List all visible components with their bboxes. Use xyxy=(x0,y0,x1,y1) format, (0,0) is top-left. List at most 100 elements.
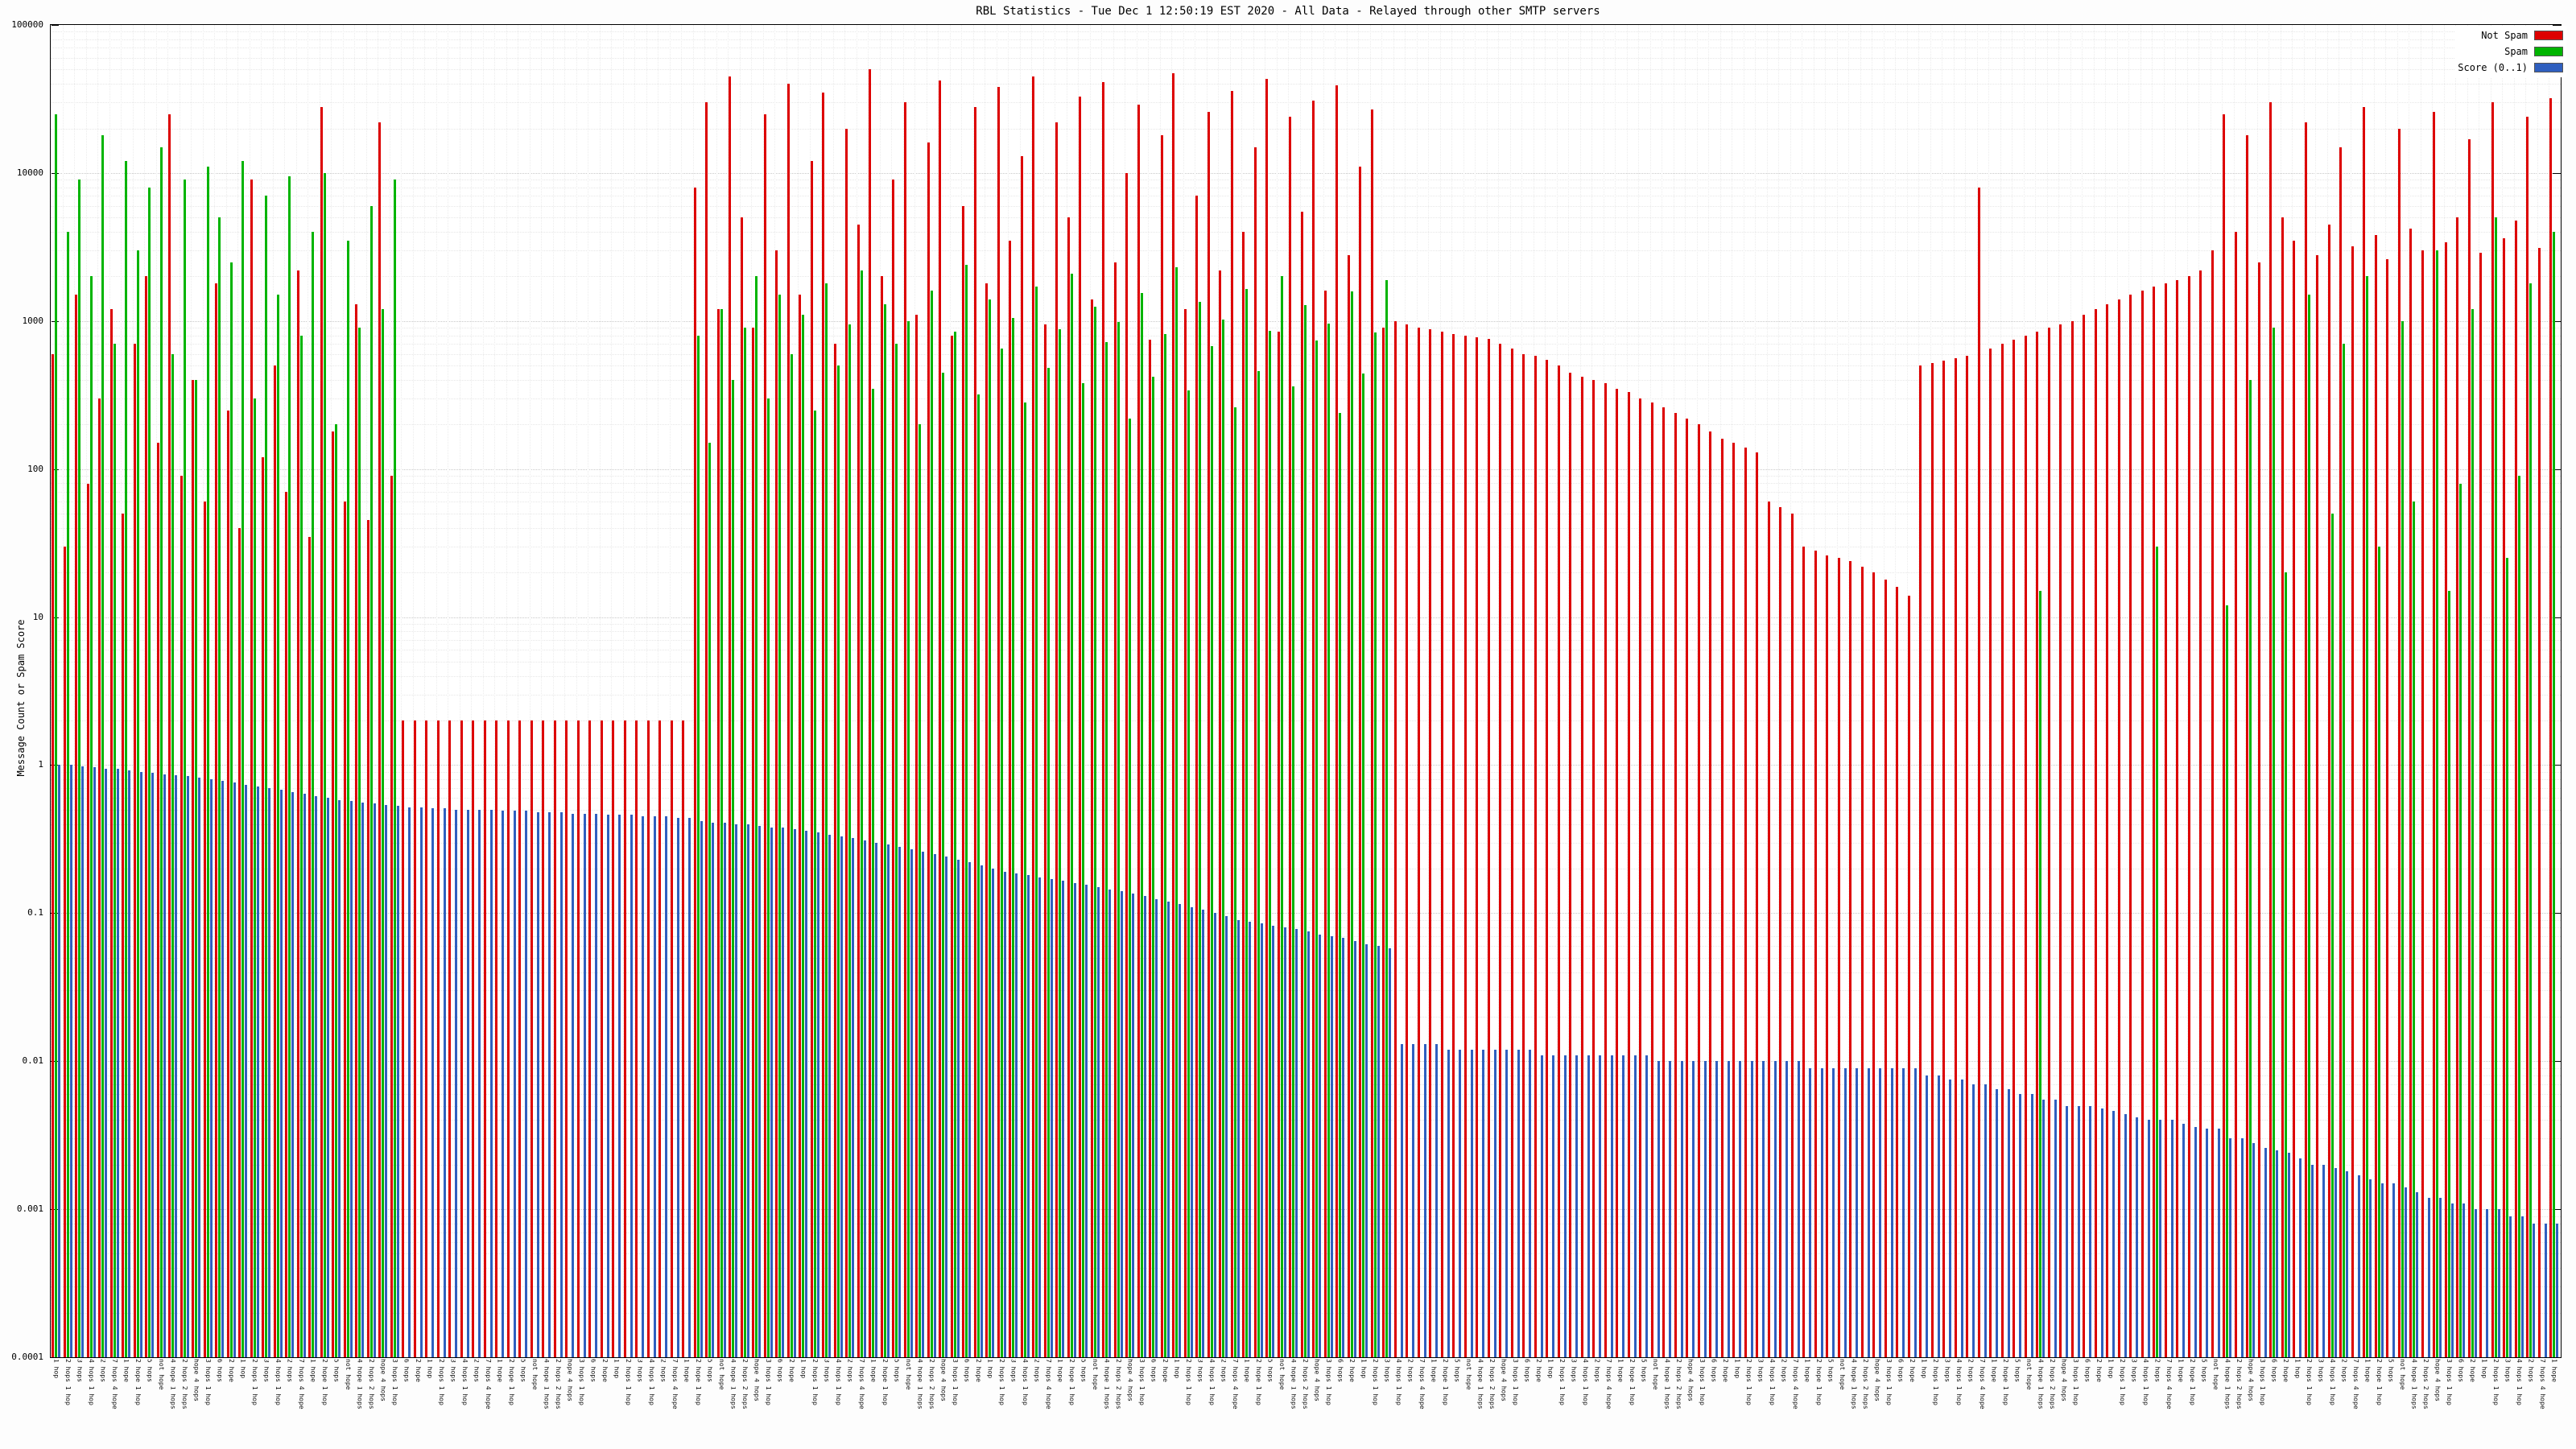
x-tick-label: 7 hops 4 hope xyxy=(297,1359,304,1410)
bar-score xyxy=(466,809,469,1357)
x-tick-label: 6 hops xyxy=(402,1359,410,1382)
bar-not-spam xyxy=(1837,558,1840,1357)
x-tick-label: 7 hops 4 hope xyxy=(857,1359,865,1410)
gridline-vertical xyxy=(2432,25,2434,1357)
bar-not-spam xyxy=(63,546,66,1357)
x-tick-label: 1 hop xyxy=(2480,1359,2487,1379)
x-tick-label: 2 hope xyxy=(2095,1359,2103,1382)
bar-score xyxy=(2520,1216,2524,1357)
legend-item-not-spam: Not Spam xyxy=(2458,27,2563,43)
bar-score xyxy=(1155,898,1158,1357)
bar-not-spam xyxy=(670,720,673,1357)
bar-score xyxy=(1785,1061,1789,1357)
x-tick-label: 7 hops 4 hope xyxy=(2539,1359,2546,1410)
bar-score xyxy=(2042,1099,2046,1357)
y-tick-label: 0.001 xyxy=(16,1203,43,1215)
bar-not-spam xyxy=(1172,73,1175,1357)
x-tick-label: 2 hops xyxy=(1406,1359,1414,1382)
x-tick-label: 2 hope xyxy=(974,1359,981,1382)
x-tick-label: 7 hops 4 hope xyxy=(1418,1359,1426,1410)
bar-not-spam xyxy=(1814,551,1817,1357)
x-tick-label: not hope xyxy=(530,1359,538,1390)
bar-score xyxy=(1236,919,1240,1357)
y-tick-mark xyxy=(2553,1061,2561,1063)
bar-not-spam xyxy=(997,87,1000,1357)
bar-score xyxy=(2474,1209,2477,1357)
bar-spam xyxy=(1187,390,1190,1357)
bar-score xyxy=(128,770,130,1357)
bar-not-spam xyxy=(2386,259,2389,1357)
x-tick-label: 1 hope xyxy=(1803,1359,1810,1382)
gridline-vertical xyxy=(1860,25,1861,1357)
bar-score xyxy=(968,862,972,1357)
bar-not-spam xyxy=(729,76,732,1357)
bar-not-spam xyxy=(1102,82,1105,1357)
bar-not-spam xyxy=(320,106,323,1357)
gridline-vertical xyxy=(2443,25,2445,1357)
gridline-vertical xyxy=(1229,25,1231,1357)
gridline-vertical xyxy=(1381,25,1383,1357)
bar-score xyxy=(980,865,983,1357)
x-tick-label: 6 hops xyxy=(589,1359,597,1382)
x-tick-label: 4 hope 1 hops xyxy=(1476,1359,1484,1410)
gridline-vertical xyxy=(1019,25,1021,1357)
bar-score xyxy=(1996,1088,1999,1357)
bar-not-spam xyxy=(2514,220,2517,1357)
bar-not-spam xyxy=(682,720,685,1357)
x-tick-label: 2 hops 1 hop xyxy=(250,1359,258,1406)
bar-not-spam xyxy=(2059,324,2062,1357)
gridline-vertical xyxy=(2245,25,2247,1357)
bar-not-spam xyxy=(1323,291,1327,1357)
gridline-vertical xyxy=(1696,25,1698,1357)
bar-not-spam xyxy=(1417,328,1420,1357)
bar-score xyxy=(2427,1197,2430,1357)
x-tick-label: 4 hops 1 hop xyxy=(1208,1359,1215,1406)
gridline-vertical xyxy=(471,25,473,1357)
x-tick-label: 4 hope 1 hops xyxy=(1103,1359,1110,1410)
bar-score xyxy=(139,771,142,1357)
x-tick-label: 3 hops 1 hop xyxy=(951,1359,958,1406)
gridline-vertical xyxy=(891,25,893,1357)
gridline-vertical xyxy=(1206,25,1208,1357)
bar-score xyxy=(2136,1117,2139,1357)
bar-not-spam xyxy=(1966,356,1969,1357)
x-tick-label: 4 hops 1 hop xyxy=(1395,1359,1402,1406)
bar-not-spam xyxy=(460,720,463,1357)
bar-not-spam xyxy=(1580,377,1583,1357)
gridline-vertical xyxy=(155,25,157,1357)
bar-score xyxy=(1365,943,1368,1357)
gridline-vertical xyxy=(1930,25,1931,1357)
bar-not-spam xyxy=(1429,329,1432,1357)
bar-not-spam xyxy=(2117,299,2120,1357)
gridline-vertical xyxy=(1159,25,1161,1357)
bar-not-spam xyxy=(1219,270,1222,1357)
bar-not-spam xyxy=(892,180,895,1357)
x-tick-label: 4 hope 1 hops xyxy=(356,1359,363,1410)
x-tick-label: 3 hops xyxy=(823,1359,830,1382)
gridline-vertical xyxy=(191,25,192,1357)
y-tick-mark xyxy=(2553,25,2561,26)
bar-spam xyxy=(1269,330,1272,1357)
bar-spam xyxy=(312,232,315,1357)
gridline-vertical xyxy=(2268,25,2270,1357)
bar-not-spam xyxy=(880,276,883,1357)
bar-score xyxy=(863,840,866,1357)
bar-score xyxy=(2533,1223,2536,1357)
bar-not-spam xyxy=(2491,102,2494,1357)
gridline-vertical xyxy=(506,25,507,1357)
gridline-vertical xyxy=(494,25,496,1357)
bar-spam xyxy=(2039,591,2042,1357)
bar-not-spam xyxy=(553,720,556,1357)
x-tick-label: 2 hope 1 hop xyxy=(320,1359,328,1406)
x-tick-label: 2 hops xyxy=(99,1359,106,1382)
bar-not-spam xyxy=(2433,111,2436,1357)
bar-spam xyxy=(113,344,116,1357)
bar-not-spam xyxy=(1463,335,1467,1357)
bar-spam xyxy=(1163,333,1166,1357)
x-tick-label: 6 hops xyxy=(1523,1359,1530,1382)
gridline-vertical xyxy=(1042,25,1044,1357)
x-tick-label: 3 hops 1 hop xyxy=(390,1359,398,1406)
x-tick-label: 2 hope xyxy=(1161,1359,1168,1382)
x-tick-label: not hope xyxy=(1278,1359,1285,1390)
x-tick-label: 2 hope xyxy=(1909,1359,1916,1382)
